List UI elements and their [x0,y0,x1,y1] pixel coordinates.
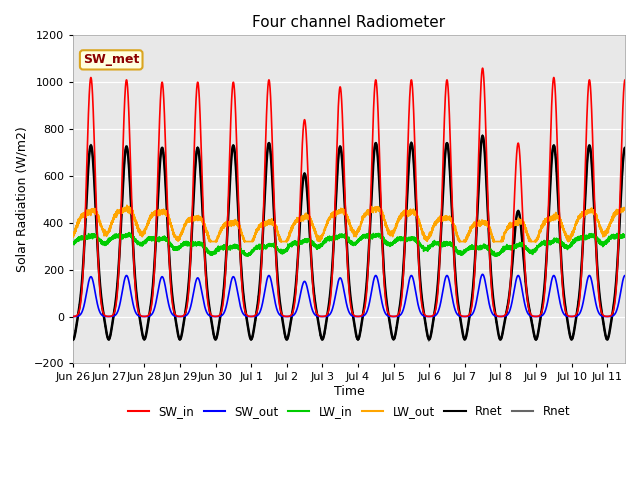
Title: Four channel Radiometer: Four channel Radiometer [252,15,445,30]
Y-axis label: Solar Radiation (W/m2): Solar Radiation (W/m2) [15,127,28,272]
X-axis label: Time: Time [333,385,364,398]
Legend: SW_in, SW_out, LW_in, LW_out, Rnet, Rnet: SW_in, SW_out, LW_in, LW_out, Rnet, Rnet [123,401,575,423]
Text: SW_met: SW_met [83,53,140,66]
